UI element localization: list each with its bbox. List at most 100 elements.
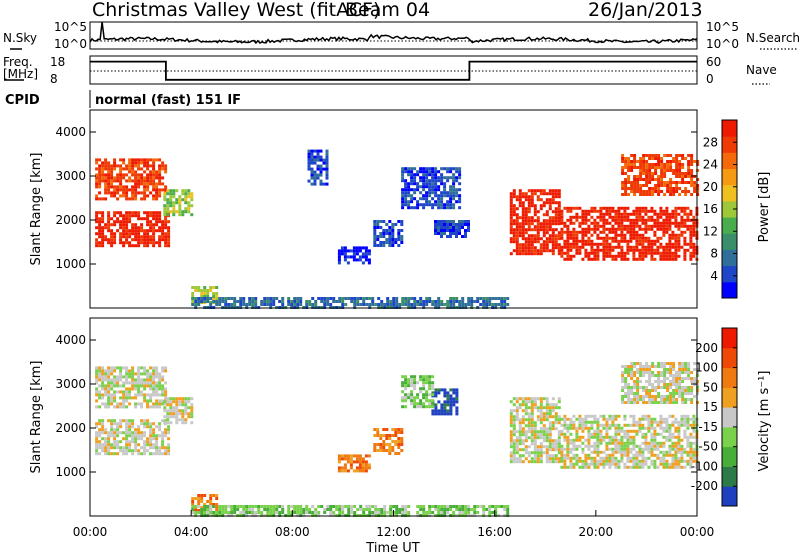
colorbar-swatch	[722, 152, 737, 170]
colorbar-tick-label: 4	[710, 269, 718, 283]
power-colorbar-label: Power [dB]	[757, 172, 772, 243]
nave-tick-bottom: 0	[706, 72, 714, 86]
power-echo-region	[95, 158, 168, 201]
velocity-echo-region	[560, 414, 699, 469]
freq-tick-top: 18	[50, 55, 65, 69]
y-tick-label: 4000	[55, 125, 86, 139]
cpid-label: CPID	[5, 93, 40, 108]
colorbar-swatch	[722, 347, 737, 369]
power-echo-region	[163, 189, 194, 217]
frequency-line	[90, 60, 697, 81]
cpid-value: normal (fast) 151 IF	[95, 93, 241, 108]
colorbar-swatch	[722, 184, 737, 202]
velocity-colorbar-label: Velocity [m s⁻¹]	[757, 371, 772, 472]
velocity-y-axis-label: Slant Range [km]	[29, 361, 44, 474]
colorbar-swatch	[722, 466, 737, 487]
freq-label-line2: [MHz]	[3, 67, 38, 81]
noise-left-tick-top: 10^5	[54, 20, 87, 34]
colorbar-swatch	[722, 281, 737, 299]
velocity-echo-region	[337, 454, 371, 473]
freq-tick-bottom: 8	[50, 72, 58, 86]
power-y-axis-label: Slant Range [km]	[29, 153, 44, 266]
colorbar-tick-label: 200	[695, 341, 718, 355]
velocity-echo-region	[509, 397, 561, 464]
power-echo-region	[621, 154, 700, 196]
colorbar-swatch	[722, 265, 737, 283]
velocity-echo-region	[373, 428, 404, 455]
colorbar-swatch	[722, 136, 737, 153]
colorbar-swatch	[722, 367, 737, 388]
colorbar-tick-label: -15	[698, 420, 718, 434]
y-tick-label: 4000	[55, 333, 86, 347]
velocity-echo-region	[95, 366, 168, 409]
x-tick-label: 04:00	[174, 525, 209, 539]
noise-right-label: N.Search	[746, 31, 800, 45]
power-echo-region	[373, 220, 404, 247]
y-tick-label: 1000	[55, 257, 86, 271]
noise-panel: N.Sky 10^5 10^0 10^5 10^0 N.Search	[3, 20, 800, 51]
colorbar-tick-label: -50	[698, 440, 718, 454]
colorbar-swatch	[722, 249, 737, 267]
x-tick-label: 16:00	[477, 525, 512, 539]
velocity-echo-region	[431, 388, 459, 416]
power-echo-region	[434, 220, 470, 238]
colorbar-swatch	[722, 426, 737, 448]
y-tick-label: 3000	[55, 169, 86, 183]
power-echo-region	[307, 149, 329, 186]
colorbar-tick-label: 12	[703, 224, 718, 238]
colorbar-tick-label: 28	[703, 135, 718, 149]
colorbar-tick-label: -200	[691, 479, 718, 493]
time-axis-label: Time UT	[365, 541, 419, 554]
y-tick-label: 1000	[55, 465, 86, 479]
velocity-echo-region	[191, 505, 510, 517]
y-tick-label: 2000	[55, 421, 86, 435]
x-tick-label: 20:00	[579, 525, 614, 539]
power-echo-region	[560, 206, 699, 261]
colorbar-swatch	[722, 486, 737, 507]
power-echo-region	[337, 246, 371, 265]
colorbar-tick-label: 20	[703, 180, 718, 194]
colorbar-tick-label: 24	[703, 158, 718, 172]
power-echo-region	[191, 297, 510, 309]
power-echo-region	[509, 189, 561, 256]
noise-left-label: N.Sky	[3, 31, 37, 45]
noise-sky-line	[89, 21, 698, 45]
colorbar-swatch	[722, 200, 737, 218]
velocity-echo-region	[163, 397, 194, 425]
y-tick-label: 3000	[55, 377, 86, 391]
station-title: Christmas Valley West (fitACF)	[92, 0, 380, 21]
x-tick-label: 08:00	[275, 525, 310, 539]
velocity-echo-region	[621, 362, 700, 404]
noise-left-tick-bottom: 10^0	[54, 37, 87, 51]
nave-tick-top: 60	[706, 55, 721, 69]
velocity-panel: 1000 2000 3000 4000 00:00 04:00 08:00 12:00 16:…	[29, 317, 772, 554]
power-panel: 1000 2000 3000 4000 Slant Range [km] 28 24 20…	[29, 109, 772, 309]
colorbar-tick-label: 8	[710, 247, 718, 261]
velocity-echo-region	[401, 375, 435, 409]
x-tick-label: 12:00	[376, 525, 411, 539]
velocity-echo-region	[95, 419, 171, 456]
power-echo-region	[95, 211, 171, 248]
colorbar-swatch	[722, 168, 737, 186]
colorbar-swatch	[722, 446, 737, 467]
y-tick-label: 2000	[55, 213, 86, 227]
beam-label: Beam 04	[345, 0, 430, 21]
date-label: 26/Jan/2013	[588, 0, 703, 21]
noise-right-tick-top: 10^5	[706, 20, 739, 34]
colorbar-swatch	[722, 233, 737, 250]
cpid-panel: CPID normal (fast) 151 IF	[5, 90, 241, 108]
noise-right-tick-bottom: 10^0	[706, 37, 739, 51]
power-echo-region	[401, 167, 462, 210]
x-tick-label: 00:00	[680, 525, 715, 539]
colorbar-tick-label: 15	[703, 400, 718, 414]
colorbar-tick-label: 50	[703, 380, 718, 394]
colorbar-tick-label: 16	[703, 202, 718, 216]
freq-label-line1: Freq.	[3, 55, 33, 69]
nave-label: Nave	[746, 63, 777, 77]
colorbar-swatch	[722, 120, 737, 137]
x-tick-label: 00:00	[73, 525, 108, 539]
colorbar-swatch	[722, 328, 737, 349]
frequency-panel: Freq. [MHz] 18 8 60 0 Nave	[3, 55, 777, 86]
colorbar-swatch	[722, 407, 737, 428]
